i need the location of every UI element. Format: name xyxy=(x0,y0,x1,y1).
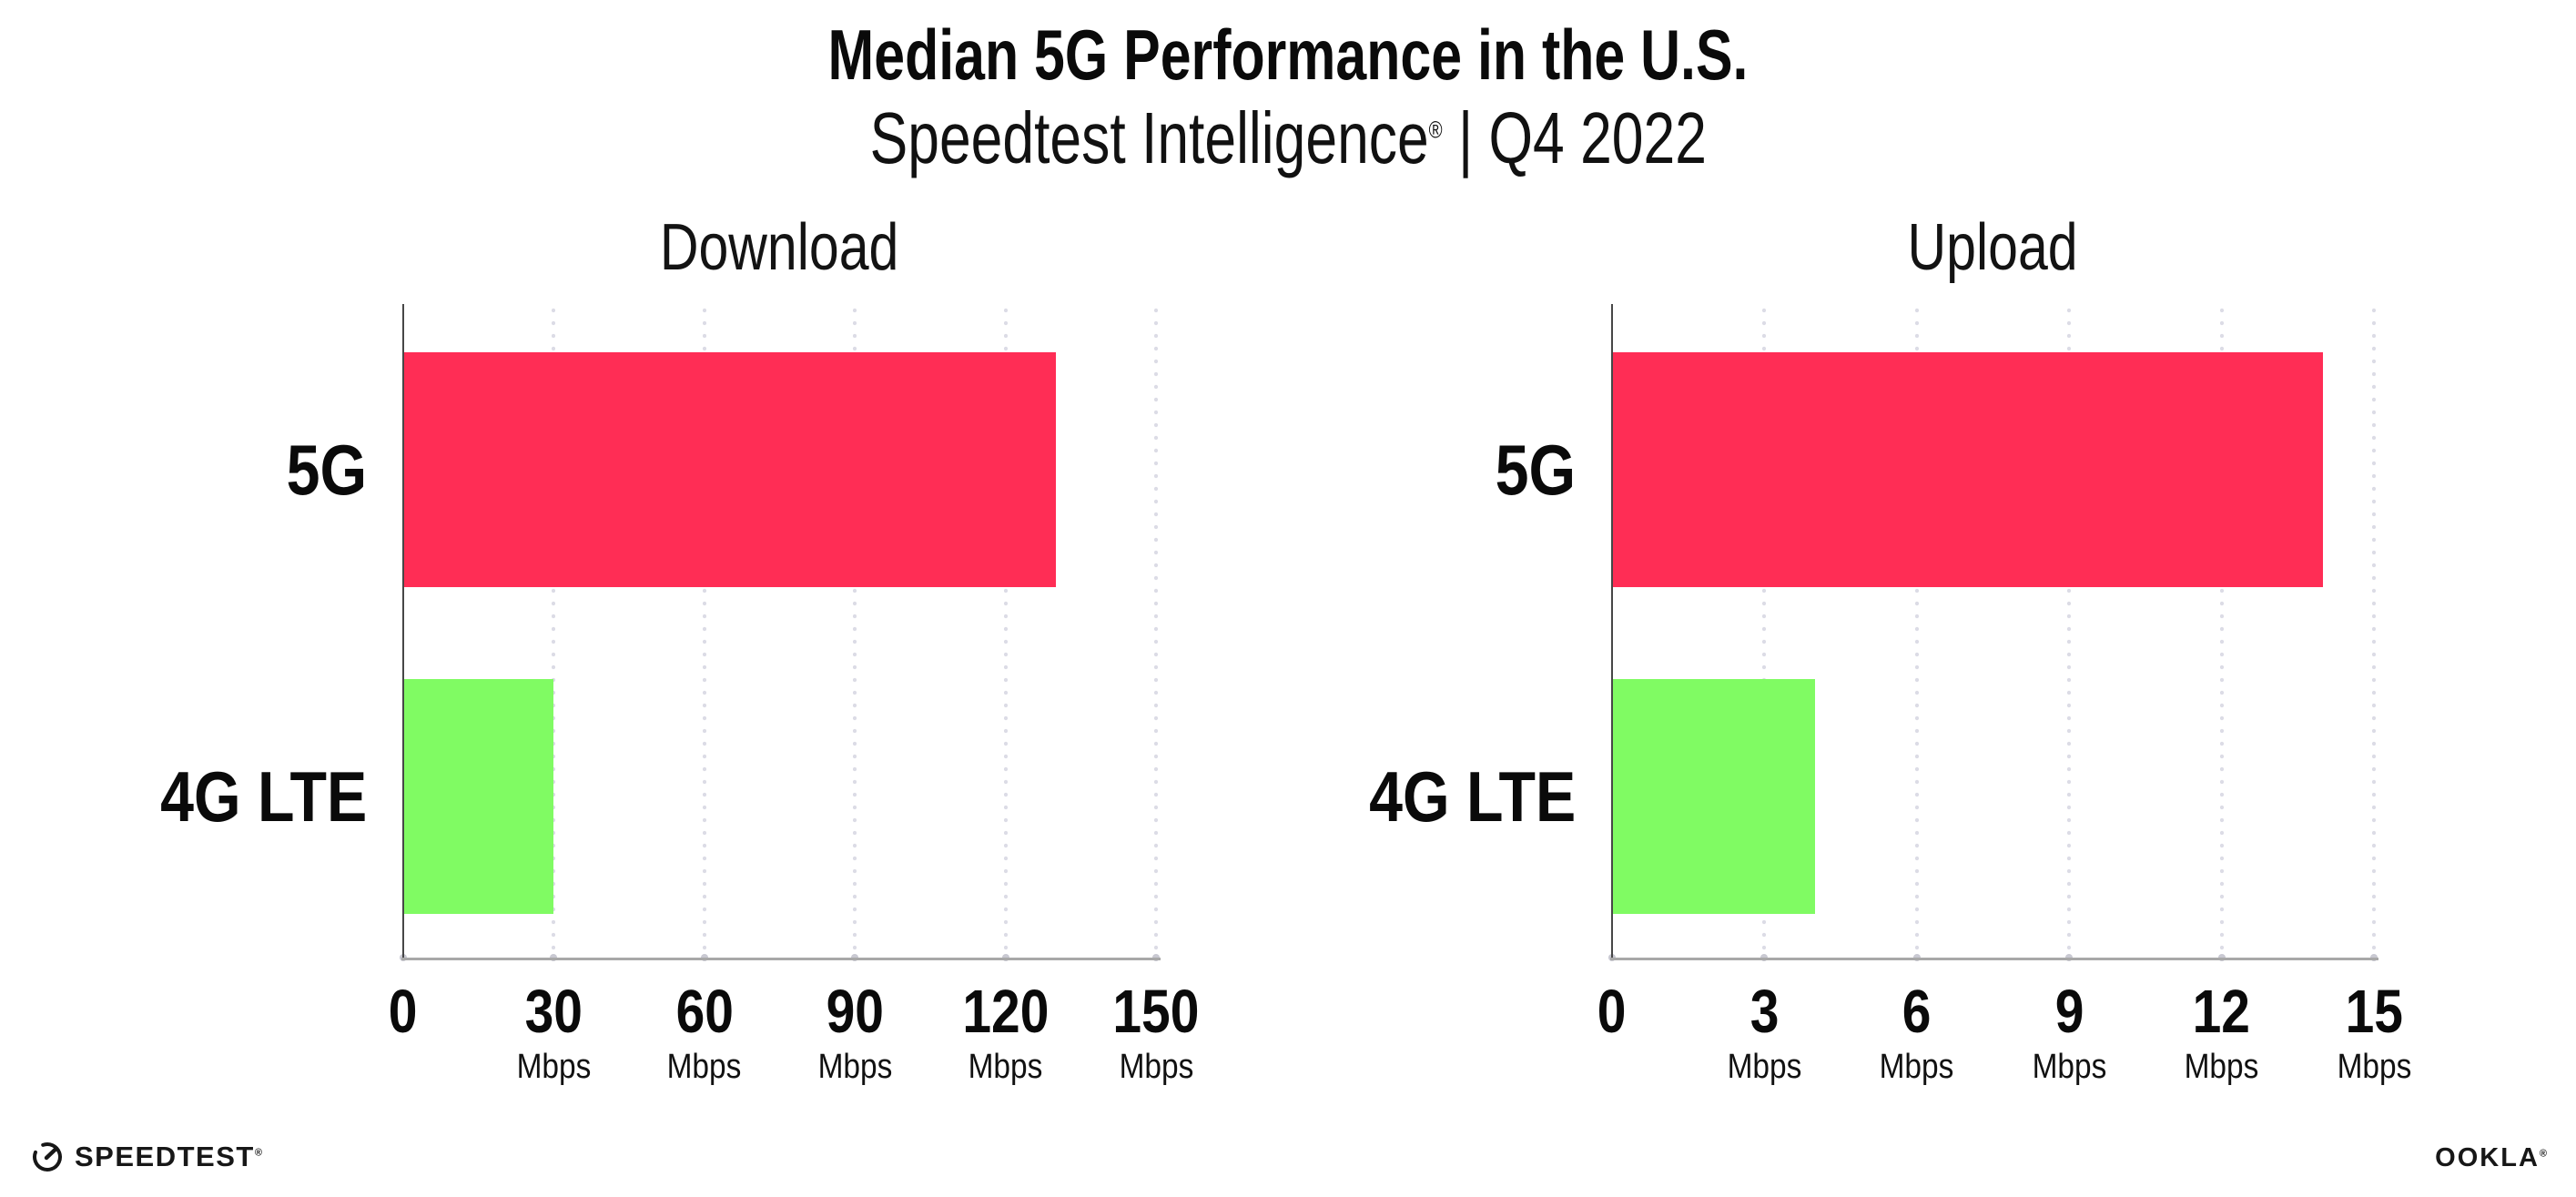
plot-area-download: 5G 4G LTE 0 30 Mbps 60 Mbps 90 Mbps 120 Mbps 150 Mbp… xyxy=(160,304,1200,1086)
gridline xyxy=(2372,304,2376,955)
bar-5g xyxy=(403,352,1056,587)
speedtest-gauge-icon xyxy=(33,1142,62,1172)
plot-area-upload: 5G 4G LTE 0 3 Mbps 6 Mbps 9 Mbps 12 Mbps 15 Mbps xyxy=(1369,304,2411,1086)
x-axis-line xyxy=(401,958,1161,960)
x-axis-line xyxy=(1610,958,2378,960)
gridline xyxy=(853,304,857,955)
panel-title-upload: Upload xyxy=(1907,211,2079,284)
gridline xyxy=(1154,304,1158,955)
bar-4g-lte xyxy=(1612,679,1815,914)
tick-unit-label: Mbps xyxy=(1119,1048,1193,1086)
tick-label: 12 xyxy=(2192,978,2251,1046)
category-label-5g: 5G xyxy=(286,429,367,510)
tick-unit-label: Mbps xyxy=(817,1048,893,1086)
page-title: Median 5G Performance in the U.S. xyxy=(0,13,2576,96)
gridline xyxy=(552,304,556,955)
y-axis-line xyxy=(1611,304,1613,959)
page-title-text: Median 5G Performance in the U.S. xyxy=(827,15,1749,95)
subtitle-period: | Q4 2022 xyxy=(1442,97,1707,178)
category-label-5g: 5G xyxy=(1495,429,1576,510)
tick-label: 60 xyxy=(675,978,734,1046)
category-label-4g-lte: 4G LTE xyxy=(1368,756,1576,837)
tick-unit-label: Mbps xyxy=(1879,1048,1954,1086)
tick-unit-label: Mbps xyxy=(2184,1048,2259,1086)
speedtest-wordmark: SPEEDTEST xyxy=(75,1141,255,1172)
gridline xyxy=(702,304,706,955)
speedtest-logo: SPEEDTEST® xyxy=(30,1140,263,1174)
gridline xyxy=(1003,304,1008,955)
tick-label: 150 xyxy=(1112,978,1200,1046)
bar-4g-lte xyxy=(403,679,553,914)
tick-label: 6 xyxy=(1902,978,1932,1046)
tick-unit-label: Mbps xyxy=(516,1048,592,1086)
tick-label: 15 xyxy=(2345,978,2403,1046)
tick-label: 90 xyxy=(826,978,884,1046)
gridline xyxy=(2219,304,2224,955)
bar-5g xyxy=(1612,352,2323,587)
subtitle-brand: Speedtest Intelligence xyxy=(869,97,1429,178)
speedtest-registered-mark: ® xyxy=(254,1147,264,1159)
tick-unit-label: Mbps xyxy=(968,1048,1043,1086)
tick-unit-label: Mbps xyxy=(2032,1048,2107,1086)
tick-unit-label: Mbps xyxy=(2337,1048,2411,1086)
registered-mark: ® xyxy=(1428,116,1443,144)
tick-label: 9 xyxy=(2054,978,2084,1046)
gauge-needle xyxy=(44,1147,58,1161)
tick-unit-label: Mbps xyxy=(1727,1048,1802,1086)
tick-label: 30 xyxy=(524,978,583,1046)
category-label-4g-lte: 4G LTE xyxy=(159,756,367,837)
y-axis-line xyxy=(402,304,404,959)
tick-label: 0 xyxy=(389,978,418,1046)
gridline xyxy=(1762,304,1767,955)
tick-label: 3 xyxy=(1749,978,1780,1046)
gridline xyxy=(1914,304,1919,955)
tick-unit-label: Mbps xyxy=(666,1048,742,1086)
page-subtitle: Speedtest Intelligence® | Q4 2022 xyxy=(0,95,2576,182)
tick-label: 120 xyxy=(962,978,1050,1046)
ookla-logo: OOKLA® xyxy=(2435,1143,2549,1173)
ookla-registered-mark: ® xyxy=(2539,1148,2549,1160)
panel-title-download: Download xyxy=(660,211,899,284)
gridline xyxy=(2067,304,2072,955)
ookla-wordmark: OOKLA xyxy=(2435,1143,2540,1172)
tick-label: 0 xyxy=(1597,978,1627,1046)
